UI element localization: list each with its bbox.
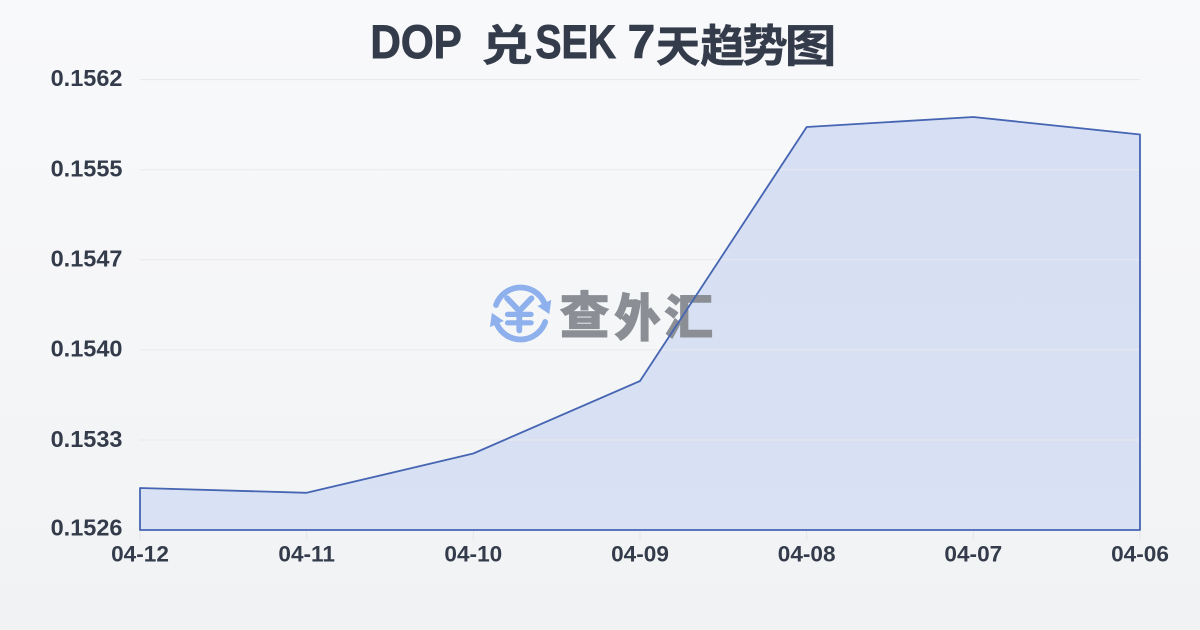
svg-text:0.1526: 0.1526 xyxy=(51,514,123,540)
svg-text:0.1547: 0.1547 xyxy=(51,246,123,272)
svg-text:04-11: 04-11 xyxy=(278,541,335,566)
svg-text:04-07: 04-07 xyxy=(944,541,1002,566)
svg-text:0.1533: 0.1533 xyxy=(51,426,123,452)
svg-text:04-08: 04-08 xyxy=(778,541,836,566)
svg-text:0.1540: 0.1540 xyxy=(51,336,123,362)
svg-text:04-12: 04-12 xyxy=(111,541,169,566)
svg-text:04-09: 04-09 xyxy=(611,541,669,566)
svg-text:0.1555: 0.1555 xyxy=(51,156,123,182)
svg-text:7: 7 xyxy=(628,16,656,69)
svg-text:04-06: 04-06 xyxy=(1111,541,1169,566)
svg-text:DOP: DOP xyxy=(370,16,461,69)
svg-text:0.1562: 0.1562 xyxy=(51,65,123,91)
svg-text:04-10: 04-10 xyxy=(444,541,502,566)
svg-text:SEK: SEK xyxy=(535,17,616,69)
